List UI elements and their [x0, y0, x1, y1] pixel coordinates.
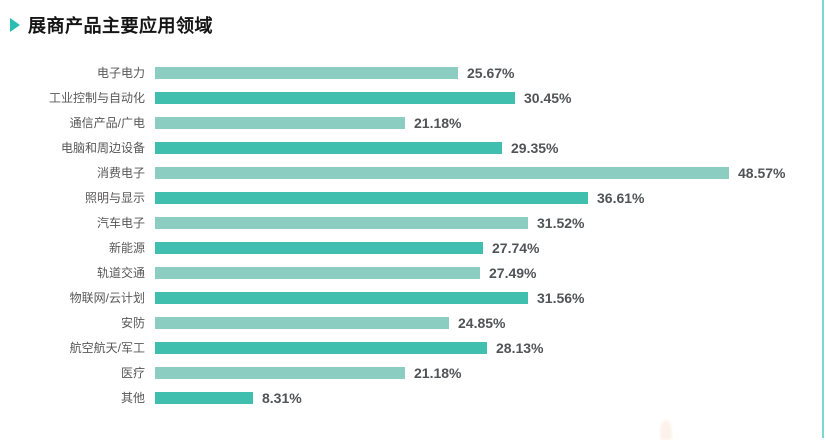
bar — [155, 266, 480, 279]
category-label: 照明与显示 — [84, 191, 145, 205]
value-label: 36.61% — [597, 189, 645, 206]
bar — [155, 91, 515, 104]
chart-row: 其他 8.31% — [0, 385, 826, 410]
bar — [155, 316, 449, 329]
chart-row: 轨道交通 27.49% — [0, 260, 826, 285]
value-label: 24.85% — [458, 314, 506, 331]
value-label: 21.18% — [414, 364, 462, 381]
category-label: 医疗 — [120, 366, 145, 380]
category-label: 工业控制与自动化 — [48, 91, 145, 105]
category-label: 汽车电子 — [96, 216, 145, 230]
chart-row: 新能源 27.74% — [0, 235, 826, 260]
bar — [155, 116, 405, 129]
chart-header: 展商产品主要应用领域 — [10, 12, 213, 38]
bar — [155, 291, 528, 304]
category-label: 通信产品/广电 — [69, 116, 145, 130]
chart-row: 工业控制与自动化 30.45% — [0, 85, 826, 110]
category-label: 其他 — [120, 391, 145, 405]
value-label: 21.18% — [414, 114, 462, 131]
chart-row: 消费电子 48.57% — [0, 160, 826, 185]
bar — [155, 191, 588, 204]
bar — [155, 166, 729, 179]
category-label: 航空航天/军工 — [69, 341, 145, 355]
value-label: 27.49% — [489, 264, 537, 281]
chart-row: 医疗 21.18% — [0, 360, 826, 385]
value-label: 29.35% — [511, 139, 559, 156]
category-label: 电脑和周边设备 — [60, 141, 145, 155]
value-label: 48.57% — [738, 164, 786, 181]
category-label: 轨道交通 — [96, 266, 145, 280]
bar — [155, 66, 458, 79]
category-label: 电子电力 — [96, 66, 145, 80]
page-title: 展商产品主要应用领域 — [28, 16, 213, 36]
bar-chart-rows: 电子电力 25.67% 工业控制与自动化 30.45% 通信产品/广电 21.18% 电脑和… — [0, 60, 826, 410]
chart-row: 汽车电子 31.52% — [0, 210, 826, 235]
chart-row: 电子电力 25.67% — [0, 60, 826, 85]
bar — [155, 366, 405, 379]
chart-row: 照明与显示 36.61% — [0, 185, 826, 210]
bar — [155, 216, 528, 229]
value-label: 25.67% — [467, 64, 515, 81]
bar — [155, 241, 483, 254]
category-label: 消费电子 — [96, 166, 145, 180]
chart-row: 安防 24.85% — [0, 310, 826, 335]
decorative-shape — [660, 420, 672, 440]
value-label: 31.56% — [537, 289, 585, 306]
value-label: 31.52% — [537, 214, 585, 231]
play-triangle-right-icon — [10, 18, 20, 32]
category-label: 安防 — [120, 316, 145, 330]
right-edge-line — [822, 0, 824, 438]
chart-row: 航空航天/军工 28.13% — [0, 335, 826, 360]
value-label: 28.13% — [496, 339, 544, 356]
bar — [155, 391, 253, 404]
bar-chart: 电子电力 25.67% 工业控制与自动化 30.45% 通信产品/广电 21.18% 电脑和… — [0, 60, 826, 410]
value-label: 30.45% — [524, 89, 572, 106]
category-label: 物联网/云计划 — [69, 291, 145, 305]
chart-row: 通信产品/广电 21.18% — [0, 110, 826, 135]
bar — [155, 141, 502, 154]
value-label: 8.31% — [262, 389, 302, 406]
chart-row: 物联网/云计划 31.56% — [0, 285, 826, 310]
chart-row: 电脑和周边设备 29.35% — [0, 135, 826, 160]
category-label: 新能源 — [108, 241, 145, 255]
value-label: 27.74% — [492, 239, 540, 256]
bar — [155, 341, 487, 354]
